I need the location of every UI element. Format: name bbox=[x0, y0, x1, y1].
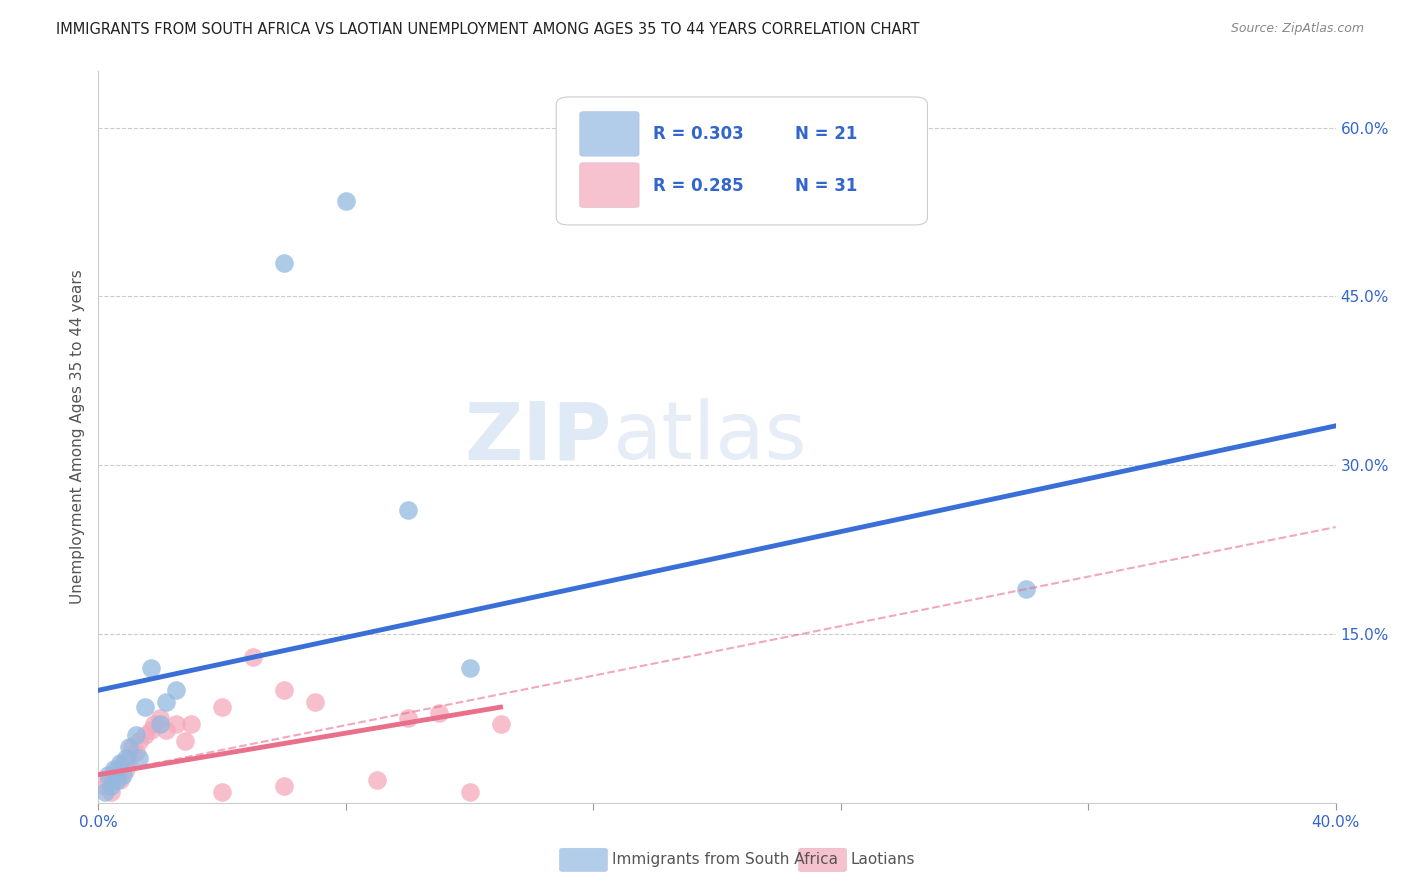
Point bbox=[335, 194, 357, 208]
Y-axis label: Unemployment Among Ages 35 to 44 years: Unemployment Among Ages 35 to 44 years bbox=[69, 269, 84, 605]
FancyBboxPatch shape bbox=[579, 112, 640, 156]
Point bbox=[97, 773, 120, 788]
Point bbox=[124, 745, 146, 759]
Text: R = 0.285: R = 0.285 bbox=[652, 178, 744, 195]
Point bbox=[489, 717, 512, 731]
Point bbox=[93, 784, 115, 798]
Text: Source: ZipAtlas.com: Source: ZipAtlas.com bbox=[1230, 22, 1364, 36]
Point bbox=[100, 784, 122, 798]
Text: IMMIGRANTS FROM SOUTH AFRICA VS LAOTIAN UNEMPLOYMENT AMONG AGES 35 TO 44 YEARS C: IMMIGRANTS FROM SOUTH AFRICA VS LAOTIAN … bbox=[56, 22, 920, 37]
Point bbox=[128, 751, 150, 765]
Text: Immigrants from South Africa: Immigrants from South Africa bbox=[612, 853, 838, 867]
Point bbox=[112, 756, 135, 771]
Point bbox=[97, 767, 120, 781]
Point bbox=[118, 751, 141, 765]
Point bbox=[108, 773, 131, 788]
Point bbox=[112, 767, 135, 781]
Text: N = 21: N = 21 bbox=[794, 125, 858, 143]
Point bbox=[180, 717, 202, 731]
Text: N = 31: N = 31 bbox=[794, 178, 858, 195]
Point bbox=[211, 784, 233, 798]
Point bbox=[458, 784, 481, 798]
Point bbox=[105, 762, 128, 776]
Point bbox=[155, 694, 177, 708]
Point bbox=[134, 728, 156, 742]
Point bbox=[149, 717, 172, 731]
Point bbox=[149, 711, 172, 725]
Text: ZIP: ZIP bbox=[464, 398, 612, 476]
Point bbox=[155, 723, 177, 737]
Point bbox=[121, 739, 143, 754]
Point bbox=[427, 706, 450, 720]
Point bbox=[242, 649, 264, 664]
Point bbox=[100, 779, 122, 793]
Point bbox=[103, 762, 125, 776]
Text: R = 0.303: R = 0.303 bbox=[652, 125, 744, 143]
Point bbox=[165, 717, 187, 731]
Point bbox=[139, 661, 162, 675]
Point bbox=[105, 773, 128, 788]
Point bbox=[273, 255, 295, 269]
Text: atlas: atlas bbox=[612, 398, 806, 476]
Point bbox=[108, 756, 131, 771]
Point bbox=[115, 751, 138, 765]
Point bbox=[118, 739, 141, 754]
Point bbox=[304, 694, 326, 708]
Point bbox=[103, 767, 125, 781]
Point bbox=[273, 683, 295, 698]
Point bbox=[396, 711, 419, 725]
Point bbox=[458, 661, 481, 675]
FancyBboxPatch shape bbox=[579, 162, 640, 208]
Point bbox=[124, 728, 146, 742]
Point bbox=[1015, 582, 1038, 596]
Point bbox=[128, 734, 150, 748]
Text: Laotians: Laotians bbox=[851, 853, 915, 867]
Point bbox=[143, 717, 166, 731]
Point bbox=[366, 773, 388, 788]
Point bbox=[115, 762, 138, 776]
Point bbox=[396, 503, 419, 517]
FancyBboxPatch shape bbox=[557, 97, 928, 225]
Point bbox=[93, 779, 115, 793]
Point bbox=[139, 723, 162, 737]
Point bbox=[134, 700, 156, 714]
Point bbox=[174, 734, 197, 748]
Point bbox=[211, 700, 233, 714]
Point bbox=[273, 779, 295, 793]
Point bbox=[165, 683, 187, 698]
